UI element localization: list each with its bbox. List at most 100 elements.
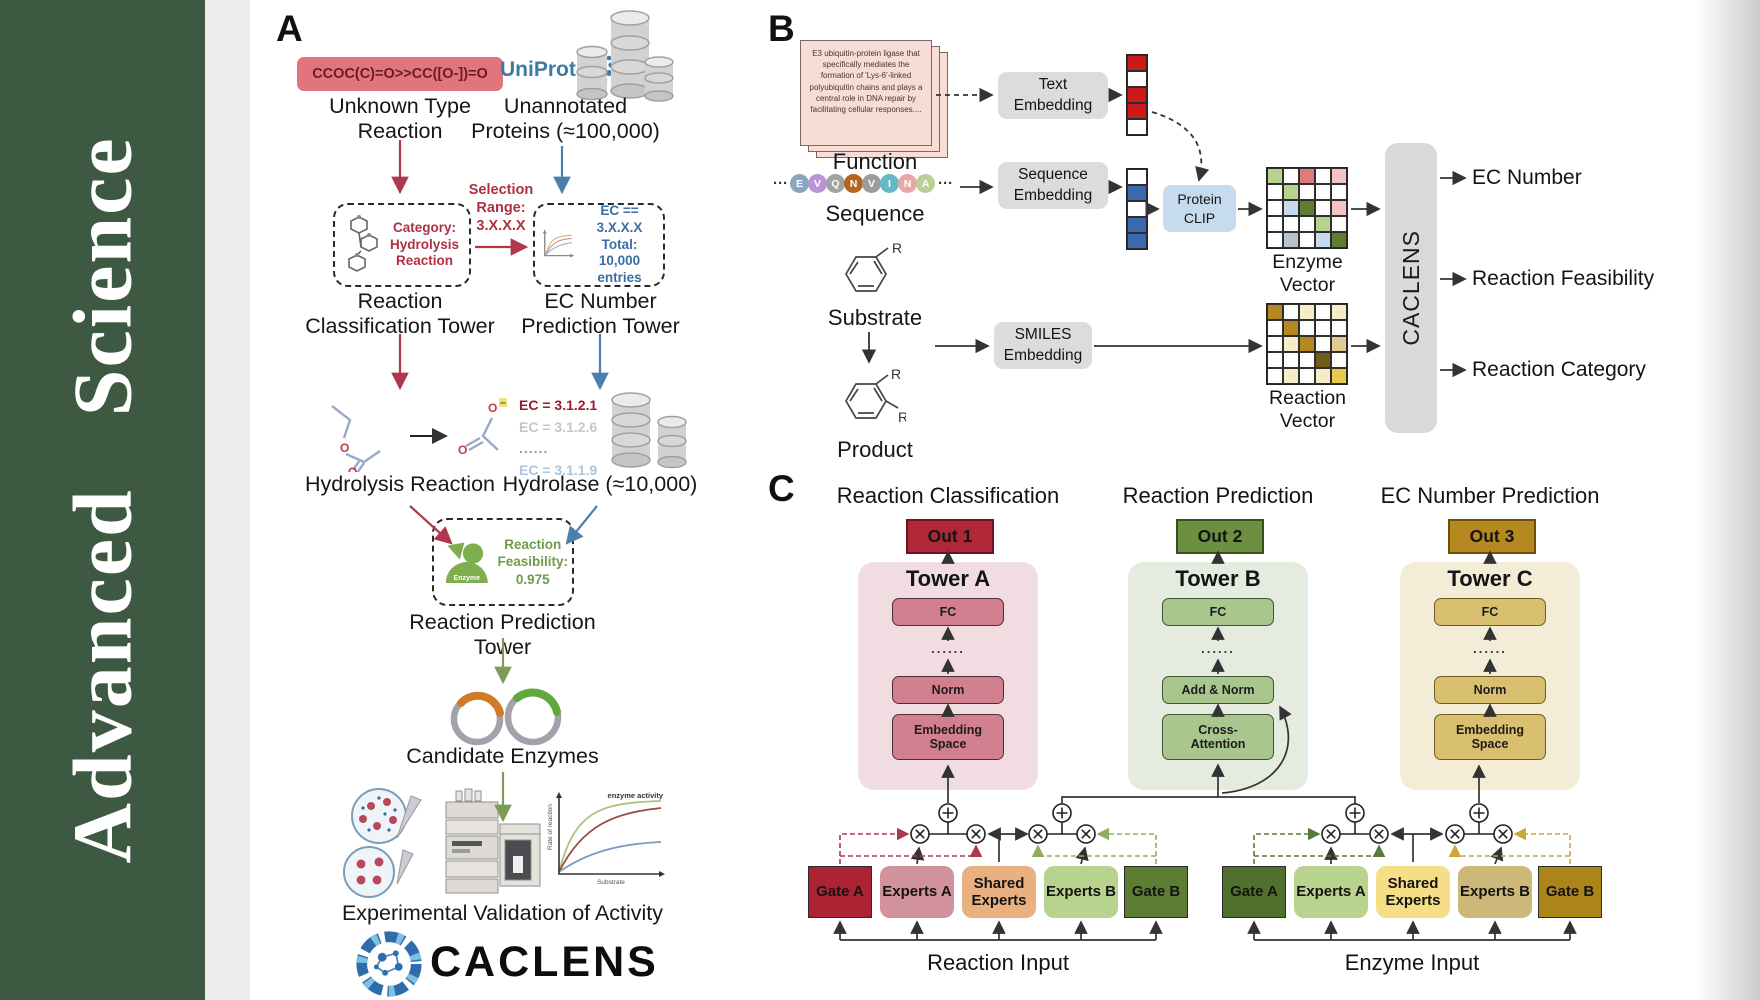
vector-cell	[1283, 320, 1299, 336]
reaction-shared-experts: Shared Experts	[962, 866, 1036, 918]
svg-text:O: O	[458, 443, 467, 457]
vector-cell	[1299, 304, 1315, 320]
vector-cell	[1267, 320, 1283, 336]
benzene-product: R R	[845, 366, 906, 425]
enzyme-input-label: Enzyme Input	[1344, 950, 1480, 975]
hydrolysis-reaction-label: Hydrolysis Reaction	[305, 472, 495, 496]
enzyme-gate-b: Gate B	[1538, 866, 1602, 918]
journal-word-advanced: Advanced	[56, 488, 149, 864]
vector-cell	[1299, 368, 1315, 384]
vector-cell	[1315, 320, 1331, 336]
vector-cell	[1331, 304, 1347, 320]
vector-cell	[1267, 216, 1283, 232]
enzyme-vector-grid	[1266, 167, 1348, 249]
candidate-enzymes-label: Candidate Enzymes	[406, 744, 599, 768]
output-reaction-feasibility: Reaction Feasibility	[1472, 267, 1655, 290]
fc-box: FC	[1162, 598, 1274, 626]
svg-text:Substrate: Substrate	[597, 879, 625, 886]
caclens-logo-icon	[356, 931, 422, 997]
panel-a-label: A	[276, 8, 303, 49]
vector-cell	[1331, 336, 1347, 352]
dots: ......	[1473, 641, 1507, 656]
residue-circle: N	[898, 174, 917, 193]
feasibility-box: Enzyme Reaction Feasibility: 0.975	[432, 518, 574, 606]
vector-cell	[1283, 336, 1299, 352]
vector-cell	[1315, 352, 1331, 368]
caclens-fusion-bar: CACLENS	[1385, 143, 1437, 433]
vector-cell	[1315, 216, 1331, 232]
smiles-embedding-box: SMILES Embedding	[994, 322, 1092, 369]
vector-cell	[1331, 184, 1347, 200]
ec-tower-label: EC Number Prediction Tower	[521, 289, 680, 338]
sequence-vector	[1126, 168, 1148, 250]
reaction-gate-b: Gate B	[1124, 866, 1188, 918]
reaction-vector-label: Reaction Vector	[1269, 387, 1346, 432]
tower-b-title: Tower B	[1175, 566, 1261, 591]
vector-cell	[1283, 184, 1299, 200]
vector-cell	[1283, 200, 1299, 216]
residue-circle: Q	[826, 174, 845, 193]
header-ec-number-prediction: EC Number Prediction	[1380, 483, 1600, 508]
ec-item: ......	[519, 440, 549, 457]
vector-cell	[1331, 200, 1347, 216]
residue-circle: I	[880, 174, 899, 193]
residue-circle: V	[862, 174, 881, 193]
vector-cell	[1315, 232, 1331, 248]
enzyme-icon: Enzyme	[445, 542, 488, 584]
vector-cell	[1315, 184, 1331, 200]
svg-text:O: O	[340, 441, 349, 455]
reaction-category-box: Category: Hydrolysis Reaction	[333, 203, 471, 287]
vector-cell	[1127, 169, 1147, 185]
validation-label: Experimental Validation of Activity	[341, 901, 664, 925]
function-card: E3 ubiquitin-protein ligase that specifi…	[800, 40, 932, 146]
residue-circle: V	[808, 174, 827, 193]
journal-title: Advanced Science	[54, 136, 151, 863]
benzene-substrate: R	[845, 241, 902, 292]
vector-cell	[1299, 200, 1315, 216]
vector-cell	[1315, 168, 1331, 184]
plasmid-icon	[450, 688, 562, 746]
header-reaction-prediction: Reaction Prediction	[1122, 483, 1314, 508]
ellipsis: ···	[938, 175, 953, 192]
text-vector	[1126, 54, 1148, 136]
product-label: Product	[837, 437, 913, 462]
out1-box: Out 1	[906, 519, 994, 554]
vector-cell	[1315, 368, 1331, 384]
vector-cell	[1283, 232, 1299, 248]
vector-cell	[1267, 352, 1283, 368]
vector-cell	[1127, 55, 1147, 71]
smiles-reaction-box: CCOC(C)=O>>CC([O-])=O	[297, 57, 503, 91]
database-stack-icon	[576, 10, 674, 102]
ec-item: EC = 3.1.2.1	[519, 397, 598, 413]
svg-text:Rate of reaction: Rate of reaction	[547, 804, 554, 850]
vector-cell	[1315, 200, 1331, 216]
vector-cell	[1127, 103, 1147, 119]
unannotated-proteins-label: Unannotated Proteins (≈100,000)	[471, 94, 660, 143]
fc-box: FC	[1434, 598, 1546, 626]
fc-box: FC	[892, 598, 1004, 626]
output-ec-number: EC Number	[1472, 166, 1582, 189]
residue-circle: N	[844, 174, 863, 193]
tower-a: Tower A FC ...... Norm Embedding Space	[858, 562, 1038, 790]
vector-cell	[1283, 352, 1299, 368]
reaction-gate-a: Gate A	[808, 866, 872, 918]
vector-cell	[1299, 184, 1315, 200]
vector-cell	[1331, 168, 1347, 184]
vector-cell	[1299, 320, 1315, 336]
svg-text:enzyme activity: enzyme activity	[608, 791, 664, 800]
caclens-bar-label: CACLENS	[1397, 230, 1424, 346]
svg-text:R: R	[892, 241, 902, 256]
enzyme-shared-experts: Shared Experts	[1376, 866, 1450, 918]
sequence-embedding-box: Sequence Embedding	[998, 162, 1108, 209]
vector-cell	[1331, 352, 1347, 368]
vector-cell	[1299, 336, 1315, 352]
ec-range-text: EC == 3.X.X.X Total: 10,000 entries	[596, 202, 643, 286]
text-embedding-box: Text Embedding	[998, 72, 1108, 119]
reaction-input-label: Reaction Input	[927, 950, 1069, 975]
vector-cell	[1283, 304, 1299, 320]
vector-cell	[1331, 216, 1347, 232]
enzyme-vector-label: Enzyme Vector	[1272, 251, 1343, 296]
enzyme-experts-b: Experts B	[1458, 866, 1532, 918]
